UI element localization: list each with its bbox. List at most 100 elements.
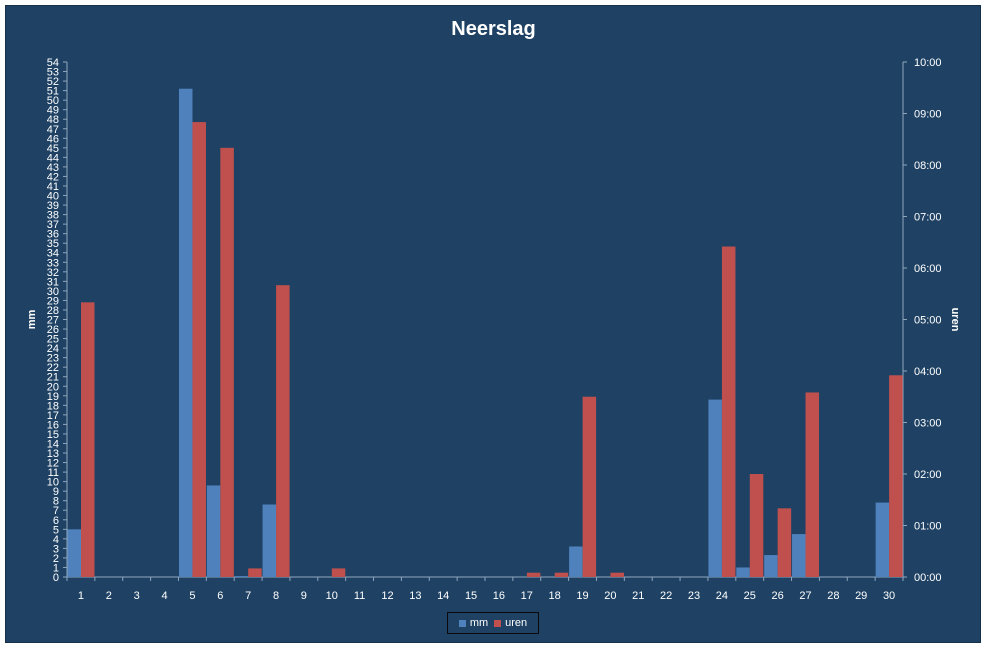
bar-mm	[875, 502, 890, 577]
y2-tick-label: 09:00	[914, 109, 942, 121]
y-tick-label: 50	[47, 95, 59, 107]
x-tick-label: 14	[437, 590, 449, 602]
legend-swatch-mm	[458, 619, 466, 627]
bar-mm	[234, 576, 249, 577]
y-tick-label: 44	[47, 152, 59, 164]
y-tick-label: 22	[47, 362, 59, 374]
y-tick-label: 3	[53, 543, 59, 555]
x-tick-label: 28	[827, 590, 839, 602]
y-tick-label: 10	[47, 477, 59, 489]
y2-axis-title: uren	[949, 308, 961, 332]
bar-mm	[569, 546, 583, 577]
y-tick-label: 6	[53, 515, 59, 527]
x-tick-label: 8	[273, 590, 279, 602]
y2-tick-label: 08:00	[914, 160, 942, 172]
y-tick-label: 53	[47, 67, 59, 79]
legend-item-uren: uren	[494, 617, 527, 629]
x-tick-label: 11	[354, 590, 365, 602]
legend-label-uren: uren	[505, 617, 528, 629]
bar-mm	[262, 504, 277, 577]
bar-uren	[777, 508, 792, 577]
y2-tick-label: 01:00	[914, 521, 942, 533]
y-tick-label: 37	[47, 219, 59, 231]
bar-uren	[526, 572, 541, 577]
y-tick-label: 2	[53, 553, 59, 565]
y2-tick-label: 07:00	[914, 212, 942, 224]
y-tick-label: 49	[47, 105, 59, 117]
legend-swatch-uren	[494, 619, 502, 627]
y-tick-label: 36	[47, 229, 59, 241]
y-tick-label: 52	[47, 76, 59, 88]
y-tick-label: 4	[53, 534, 59, 546]
y-tick-label: 33	[47, 257, 59, 269]
x-tick-label: 13	[409, 590, 421, 602]
bar-mm	[206, 485, 221, 577]
x-tick-label: 17	[521, 590, 533, 602]
legend-label-mm: mm	[469, 617, 489, 629]
x-tick-label: 29	[855, 590, 867, 602]
x-tick-label: 19	[576, 590, 588, 602]
y-tick-label: 45	[47, 143, 59, 155]
y-tick-label: 40	[47, 191, 59, 203]
y-tick-label: 20	[47, 381, 59, 393]
y-tick-label: 21	[47, 372, 59, 384]
y2-tick-label: 03:00	[914, 418, 942, 430]
x-tick-label: 27	[799, 590, 811, 602]
x-tick-label: 21	[632, 590, 644, 602]
x-tick-label: 9	[301, 590, 307, 602]
bar-uren	[554, 572, 569, 577]
x-tick-label: 22	[660, 590, 672, 602]
bar-uren	[805, 392, 820, 577]
y-tick-label: 1	[53, 562, 59, 574]
y-tick-label: 26	[47, 324, 59, 336]
x-tick-label: 18	[549, 590, 561, 602]
y-tick-label: 34	[47, 248, 59, 260]
x-tick-label: 30	[883, 590, 895, 602]
y-tick-label: 25	[47, 334, 59, 346]
bar-uren	[721, 246, 736, 577]
y-tick-label: 38	[47, 210, 59, 222]
y2-tick-label: 10:00	[914, 57, 942, 69]
y-tick-label: 30	[47, 286, 59, 298]
chart-title: Neerslag	[451, 18, 536, 40]
x-tick-label: 4	[161, 590, 167, 602]
x-tick-label: 6	[217, 590, 223, 602]
bar-mm	[792, 534, 806, 577]
y2-tick-label: 04:00	[914, 366, 942, 378]
y-tick-label: 13	[47, 448, 59, 460]
y-tick-label: 23	[47, 353, 59, 365]
y2-tick-label: 05:00	[914, 315, 942, 327]
bar-uren	[582, 396, 597, 577]
y-tick-label: 46	[47, 133, 59, 145]
bar-uren	[889, 375, 903, 577]
x-tick-label: 24	[716, 590, 728, 602]
y-tick-label: 39	[47, 200, 59, 212]
y-tick-label: 0	[53, 572, 59, 584]
y-tick-label: 19	[47, 391, 59, 403]
y-tick-label: 11	[48, 467, 59, 479]
y-axis-title: mm	[26, 310, 38, 330]
y-tick-label: 42	[47, 171, 59, 183]
y-tick-label: 12	[47, 458, 59, 470]
x-tick-label: 15	[465, 590, 477, 602]
x-tick-label: 5	[189, 590, 195, 602]
y-tick-label: 31	[47, 276, 59, 288]
bar-mm	[736, 567, 750, 577]
x-tick-label: 26	[771, 590, 783, 602]
y-tick-label: 15	[47, 429, 59, 441]
bar-uren	[220, 147, 234, 578]
y-tick-label: 47	[47, 124, 59, 136]
legend-item-mm: mm	[458, 617, 489, 629]
bar-uren	[331, 568, 346, 577]
y-tick-label: 24	[47, 343, 59, 355]
y-tick-label: 27	[47, 315, 59, 327]
y-tick-label: 9	[53, 486, 59, 498]
x-tick-label: 2	[106, 590, 112, 602]
y-tick-label: 7	[53, 505, 59, 517]
y-tick-label: 16	[47, 419, 59, 431]
y-tick-label: 32	[47, 267, 59, 279]
x-tick-label: 1	[78, 590, 84, 602]
y2-tick-label: 00:00	[914, 572, 942, 584]
y-tick-label: 18	[47, 400, 59, 412]
y-tick-label: 54	[47, 57, 59, 69]
